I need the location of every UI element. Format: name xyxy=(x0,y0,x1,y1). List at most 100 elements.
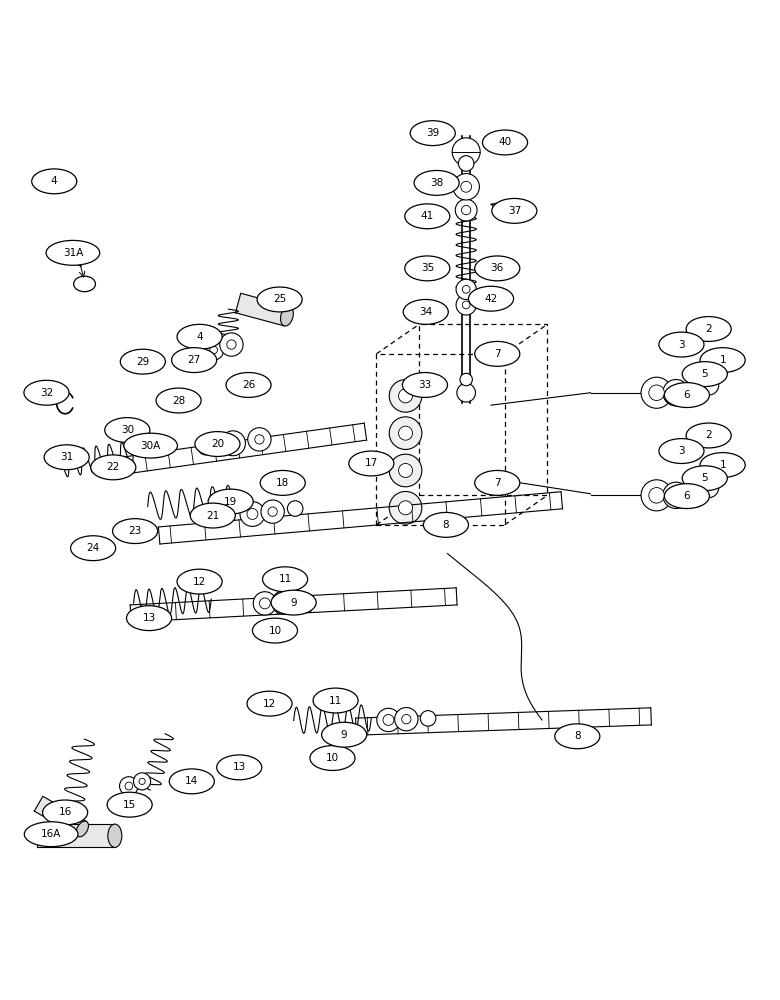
Text: 23: 23 xyxy=(129,526,142,536)
Text: 5: 5 xyxy=(701,473,708,483)
Text: 34: 34 xyxy=(419,307,432,317)
Circle shape xyxy=(456,279,477,299)
Circle shape xyxy=(452,138,480,166)
Circle shape xyxy=(210,346,218,354)
Circle shape xyxy=(261,500,284,523)
Ellipse shape xyxy=(271,590,316,615)
Polygon shape xyxy=(236,293,289,326)
Circle shape xyxy=(453,174,480,200)
Text: 29: 29 xyxy=(136,357,150,367)
Text: 40: 40 xyxy=(498,137,512,147)
Polygon shape xyxy=(37,824,115,847)
Circle shape xyxy=(247,509,258,519)
Circle shape xyxy=(641,377,672,408)
Text: 10: 10 xyxy=(326,753,339,763)
Ellipse shape xyxy=(247,691,292,716)
Circle shape xyxy=(460,373,473,386)
Circle shape xyxy=(670,387,682,399)
Text: 16A: 16A xyxy=(41,829,62,839)
Text: 16: 16 xyxy=(58,807,72,817)
Ellipse shape xyxy=(208,489,254,514)
Ellipse shape xyxy=(659,332,704,357)
Circle shape xyxy=(395,708,418,731)
Ellipse shape xyxy=(24,380,69,405)
Circle shape xyxy=(240,502,265,526)
Ellipse shape xyxy=(403,299,448,324)
Text: 39: 39 xyxy=(426,128,439,138)
Text: 24: 24 xyxy=(87,543,100,553)
Text: 11: 11 xyxy=(278,574,292,584)
Ellipse shape xyxy=(112,519,158,544)
Ellipse shape xyxy=(172,348,217,373)
Circle shape xyxy=(139,778,145,784)
Ellipse shape xyxy=(281,306,293,326)
Circle shape xyxy=(272,591,295,614)
Text: 12: 12 xyxy=(193,577,206,587)
Text: 41: 41 xyxy=(420,211,434,221)
Circle shape xyxy=(399,501,413,515)
Ellipse shape xyxy=(263,567,307,592)
Ellipse shape xyxy=(190,503,236,528)
Ellipse shape xyxy=(700,453,745,477)
Circle shape xyxy=(133,773,151,790)
Circle shape xyxy=(463,285,470,293)
Circle shape xyxy=(204,340,224,360)
Ellipse shape xyxy=(177,569,222,594)
Text: 8: 8 xyxy=(574,731,580,741)
Ellipse shape xyxy=(659,439,704,463)
Text: 22: 22 xyxy=(107,462,120,472)
Circle shape xyxy=(389,380,422,412)
Text: 15: 15 xyxy=(123,800,136,810)
Ellipse shape xyxy=(402,373,448,397)
Circle shape xyxy=(457,383,476,402)
Ellipse shape xyxy=(24,822,78,847)
Circle shape xyxy=(399,389,413,403)
Text: 1: 1 xyxy=(719,460,726,470)
Ellipse shape xyxy=(43,800,87,825)
Ellipse shape xyxy=(682,362,727,387)
Circle shape xyxy=(462,205,471,215)
Text: 1: 1 xyxy=(719,355,726,365)
Text: 4: 4 xyxy=(197,332,203,342)
Ellipse shape xyxy=(177,324,222,349)
Ellipse shape xyxy=(195,432,240,456)
Text: 27: 27 xyxy=(187,355,200,365)
Circle shape xyxy=(463,301,470,309)
Circle shape xyxy=(377,708,400,732)
Ellipse shape xyxy=(226,373,271,397)
Circle shape xyxy=(456,295,477,315)
Circle shape xyxy=(221,431,246,456)
Ellipse shape xyxy=(313,688,358,713)
Text: 31A: 31A xyxy=(62,248,83,258)
Text: 20: 20 xyxy=(211,439,224,449)
Text: 28: 28 xyxy=(172,396,185,406)
Ellipse shape xyxy=(126,606,172,631)
Ellipse shape xyxy=(310,746,355,770)
Circle shape xyxy=(649,385,665,401)
Ellipse shape xyxy=(682,466,727,491)
Circle shape xyxy=(254,592,277,615)
Text: 3: 3 xyxy=(678,446,685,456)
Text: 30: 30 xyxy=(121,425,134,435)
Circle shape xyxy=(670,489,682,502)
Circle shape xyxy=(255,435,264,444)
Text: 8: 8 xyxy=(442,520,449,530)
Text: 21: 21 xyxy=(206,511,219,521)
Ellipse shape xyxy=(349,451,394,476)
Text: 35: 35 xyxy=(420,263,434,273)
Circle shape xyxy=(227,340,236,349)
Ellipse shape xyxy=(665,383,710,408)
Text: 10: 10 xyxy=(268,626,282,636)
Text: 4: 4 xyxy=(51,176,58,186)
Circle shape xyxy=(125,782,133,790)
Circle shape xyxy=(649,488,665,503)
Ellipse shape xyxy=(475,256,519,281)
Circle shape xyxy=(663,380,690,406)
Ellipse shape xyxy=(424,512,469,537)
Ellipse shape xyxy=(665,484,710,509)
Circle shape xyxy=(461,181,472,192)
Text: 42: 42 xyxy=(484,294,498,304)
Ellipse shape xyxy=(217,755,262,780)
Text: 19: 19 xyxy=(224,497,237,507)
Ellipse shape xyxy=(44,445,89,470)
